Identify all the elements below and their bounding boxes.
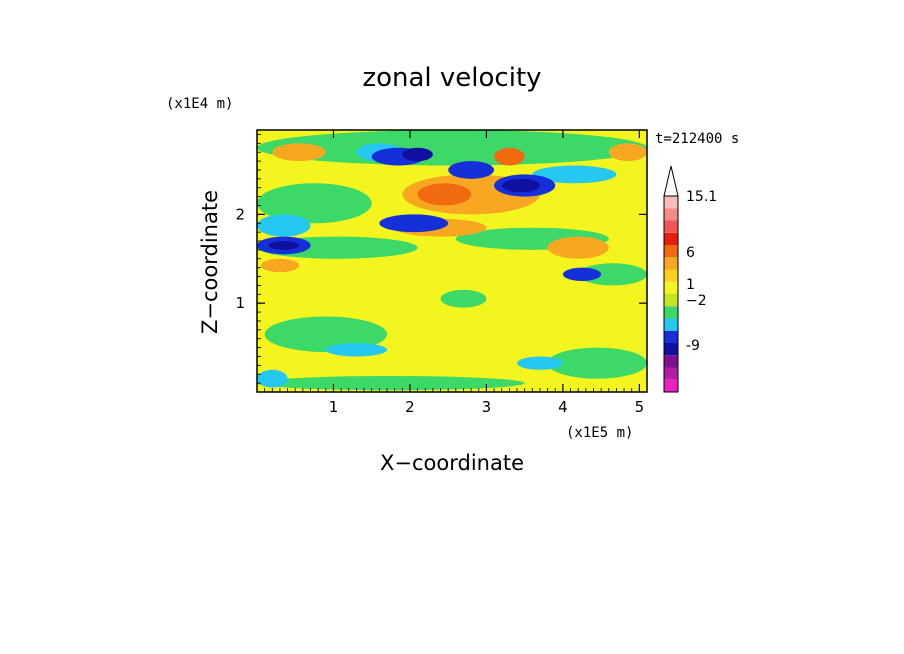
field-region-18	[257, 214, 311, 237]
y-axis-label: Z−coordinate	[198, 190, 222, 334]
field-region-8	[578, 263, 647, 286]
colorbar-level-0	[664, 379, 678, 392]
colorbar-level-12	[664, 232, 678, 245]
field-region-30	[501, 178, 540, 193]
colorbar-level-10	[664, 257, 678, 270]
chart-title: zonal velocity	[362, 63, 541, 93]
field-region-7	[440, 289, 487, 308]
field-region-29	[402, 147, 433, 162]
field-region-0	[257, 130, 647, 166]
x-tick-label-4: 5	[635, 398, 645, 416]
time-annotation: t=212400 s	[655, 131, 739, 147]
y-axis-ticks: 12	[235, 134, 647, 384]
colorbar-frame	[663, 195, 679, 393]
field-region-31	[268, 241, 300, 250]
colorbar-label-1: −2	[686, 293, 707, 309]
colorbar-level-15	[664, 196, 678, 209]
colorbar-label-0: -9	[686, 338, 700, 354]
colorbar-level-8	[664, 281, 678, 294]
colorbar-level-5	[664, 318, 678, 331]
colorbar-level-7	[664, 294, 678, 307]
y-unit-label: (x1E4 m)	[166, 96, 233, 112]
field-region-19	[325, 343, 388, 357]
y-tick-label-0: 1	[235, 294, 245, 312]
x-unit-label: (x1E5 m)	[566, 425, 633, 441]
field-region-22	[517, 356, 563, 370]
x-tick-label-1: 2	[405, 398, 415, 416]
y-tick-label-1: 2	[235, 205, 245, 223]
field-region-5	[547, 347, 647, 379]
colorbar-label-2: 1	[686, 277, 695, 293]
colorbar-level-4	[664, 330, 678, 343]
field-regions	[257, 130, 647, 391]
field-region-1	[257, 183, 372, 224]
field-region-24	[448, 161, 495, 179]
field-region-11	[547, 236, 609, 259]
field-region-28	[562, 267, 602, 281]
field-region-10	[272, 143, 326, 162]
x-axis-label: X−coordinate	[380, 451, 524, 475]
colorbar-level-2	[664, 355, 678, 368]
colorbar-level-6	[664, 306, 678, 319]
field-region-27	[379, 214, 449, 233]
field-region-16	[494, 147, 525, 166]
colorbar-level-9	[664, 269, 678, 282]
colorbar-level-3	[664, 343, 678, 356]
field-region-21	[257, 369, 288, 388]
colorbar-level-1	[664, 367, 678, 380]
x-tick-label-0: 1	[329, 398, 339, 416]
colorbar-level-11	[664, 245, 678, 258]
colorbar-level-14	[664, 208, 678, 221]
colorbar-label-4: 15.1	[686, 189, 717, 205]
x-tick-label-3: 4	[558, 398, 568, 416]
field-region-15	[417, 183, 472, 206]
field-region-6	[257, 376, 525, 391]
colorbar-label-3: 6	[686, 245, 695, 261]
colorbar: -9 −21 6 15.1	[663, 165, 717, 393]
field-region-12	[260, 258, 300, 273]
colorbar-level-13	[664, 220, 678, 233]
field-region-14	[608, 143, 647, 162]
x-axis-ticks: 1 2 3 4 5	[264, 130, 648, 416]
plot-frame	[256, 129, 648, 393]
field-region-17	[532, 165, 617, 184]
colorbar-extend-triangle	[663, 165, 679, 197]
field-region-3	[264, 316, 387, 353]
x-tick-label-2: 3	[482, 398, 492, 416]
